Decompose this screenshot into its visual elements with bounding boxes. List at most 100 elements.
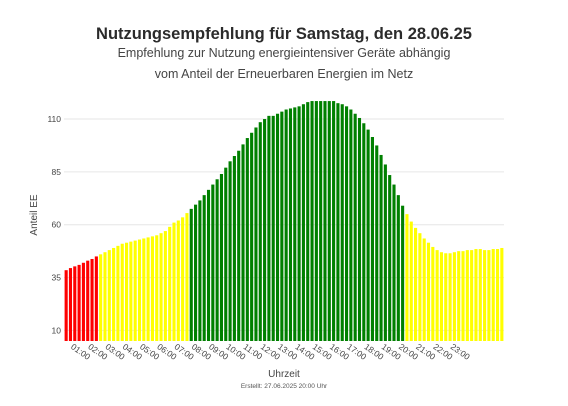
bar	[370, 137, 374, 341]
bar	[500, 247, 504, 341]
y-axis-ticks: 10 35 60 85 110	[47, 114, 61, 335]
bar	[258, 122, 262, 341]
bar	[439, 252, 444, 341]
bar	[129, 241, 133, 341]
x-axis-label: Uhrzeit	[268, 369, 300, 380]
bar	[461, 251, 465, 341]
x-tick-label: 23:00	[449, 341, 472, 362]
bar	[452, 252, 456, 341]
bar	[297, 106, 301, 341]
bar	[142, 238, 146, 341]
bar	[254, 127, 258, 341]
bar	[198, 200, 202, 341]
bar	[150, 236, 154, 341]
bar	[491, 249, 495, 341]
bar	[64, 270, 68, 341]
bar	[211, 184, 215, 341]
bar	[474, 249, 478, 341]
bar	[202, 195, 206, 341]
bar	[90, 258, 94, 341]
bar	[263, 119, 267, 341]
bar	[431, 246, 435, 341]
bar	[457, 251, 461, 341]
bar	[448, 253, 452, 341]
bar	[306, 102, 310, 341]
bar	[103, 252, 107, 341]
bar	[418, 233, 422, 341]
bar	[301, 104, 305, 341]
bar	[435, 250, 439, 341]
bar	[159, 233, 163, 341]
bar	[120, 243, 124, 341]
created-timestamp: Erstellt: 27.06.2025 20:00 Uhr	[240, 383, 328, 390]
bar	[396, 195, 400, 341]
bar	[332, 101, 336, 341]
bar	[345, 106, 349, 341]
bar	[189, 208, 193, 341]
bar	[340, 104, 344, 341]
chart-title: Nutzungsempfehlung für Samstag, den 28.0…	[96, 25, 472, 43]
bar	[478, 249, 482, 341]
bar	[323, 101, 327, 341]
bar	[232, 156, 236, 341]
bar	[133, 240, 137, 341]
bar	[288, 108, 293, 342]
bar	[168, 226, 172, 341]
bar	[353, 113, 357, 342]
bar	[319, 101, 323, 341]
bar	[194, 204, 198, 341]
bar	[327, 101, 331, 341]
bar	[426, 242, 431, 341]
bar	[280, 111, 284, 341]
bar	[163, 231, 167, 341]
bar	[375, 145, 379, 341]
bar	[181, 217, 185, 341]
bar-series	[64, 101, 504, 342]
bar	[125, 242, 129, 341]
bar	[68, 268, 73, 341]
bar	[487, 250, 491, 341]
y-tick-label: 10	[52, 325, 62, 335]
y-tick-label: 110	[47, 114, 61, 124]
bar	[465, 250, 469, 341]
bar	[405, 214, 409, 341]
bar	[155, 235, 159, 341]
bar	[392, 184, 396, 341]
bar	[349, 109, 353, 341]
bar	[94, 256, 98, 341]
bar	[357, 117, 362, 341]
bar	[483, 250, 487, 341]
bar	[224, 167, 228, 341]
bar	[81, 262, 85, 341]
bar	[86, 260, 90, 341]
bar	[383, 164, 387, 341]
bar	[336, 103, 340, 341]
bar	[362, 123, 366, 341]
bar	[409, 221, 413, 341]
bar	[245, 138, 249, 341]
bar	[267, 115, 271, 341]
bar	[206, 189, 211, 341]
bar	[314, 101, 318, 341]
y-tick-label: 85	[52, 167, 62, 177]
bar	[284, 109, 288, 341]
bar	[310, 101, 314, 341]
bar	[422, 238, 426, 341]
bar	[401, 205, 405, 341]
bar	[379, 154, 383, 341]
x-tick-label: 11:00	[242, 341, 265, 361]
bar	[215, 179, 219, 341]
bar	[176, 220, 180, 341]
bar	[444, 253, 448, 341]
bar	[366, 129, 370, 341]
y-axis-label: Anteil EE	[29, 194, 40, 235]
bar	[241, 144, 245, 341]
bar	[271, 115, 275, 341]
y-tick-label: 35	[52, 273, 62, 283]
bar	[388, 175, 392, 341]
chart-subtitle-line-1: Empfehlung zur Nutzung energieintensiver…	[117, 46, 451, 60]
bar	[228, 161, 232, 341]
bar	[172, 222, 176, 341]
bar	[275, 113, 280, 342]
